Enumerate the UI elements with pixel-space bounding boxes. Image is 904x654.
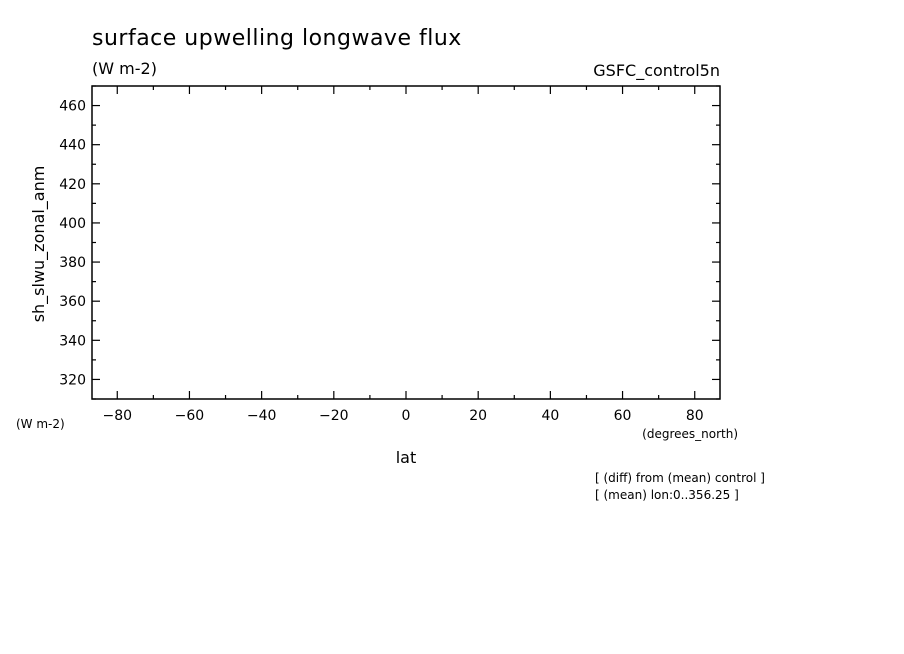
- x-tick-label: 80: [686, 408, 704, 424]
- y-tick-label: 420: [59, 177, 86, 193]
- plot-frame: [91, 85, 721, 400]
- y-tick-labels: 320 340 360 380 400 420 440 460: [59, 99, 86, 389]
- x-tick-label: −60: [175, 408, 205, 424]
- x-axis-units: (degrees_north): [642, 427, 738, 441]
- y-tick-label: 360: [59, 294, 86, 310]
- chart-title: surface upwelling longwave flux: [92, 26, 462, 51]
- y-tick-label: 440: [59, 138, 86, 154]
- y-tick-label: 320: [59, 372, 86, 388]
- y-tick-label: 340: [59, 333, 86, 349]
- dataset-label: GSFC_control5n: [593, 61, 720, 81]
- note-diff: [ (diff) from (mean) control ]: [595, 471, 765, 485]
- x-axis-label: lat: [396, 448, 417, 467]
- x-tick-label: 0: [402, 408, 411, 424]
- x-tick-label: 40: [541, 408, 559, 424]
- x-tick-label: 60: [614, 408, 632, 424]
- x-tick-labels: −80 −60 −40 −20 0 20 40 60 80: [102, 408, 703, 424]
- note-mean: [ (mean) lon:0..356.25 ]: [595, 488, 739, 502]
- y-tick-label: 400: [59, 216, 86, 232]
- y-tick-label: 380: [59, 255, 86, 271]
- x-tick-label: −80: [102, 408, 132, 424]
- x-tick-label: −20: [319, 408, 349, 424]
- y-axis-units: (W m-2): [16, 417, 65, 431]
- x-tick-label: 20: [469, 408, 487, 424]
- y-tick-label: 460: [59, 99, 86, 115]
- axis-ticks: [92, 85, 720, 400]
- x-tick-label: −40: [247, 408, 277, 424]
- chart-units: (W m-2): [92, 59, 157, 78]
- y-axis-label: sh_slwu_zonal_anm: [29, 166, 49, 323]
